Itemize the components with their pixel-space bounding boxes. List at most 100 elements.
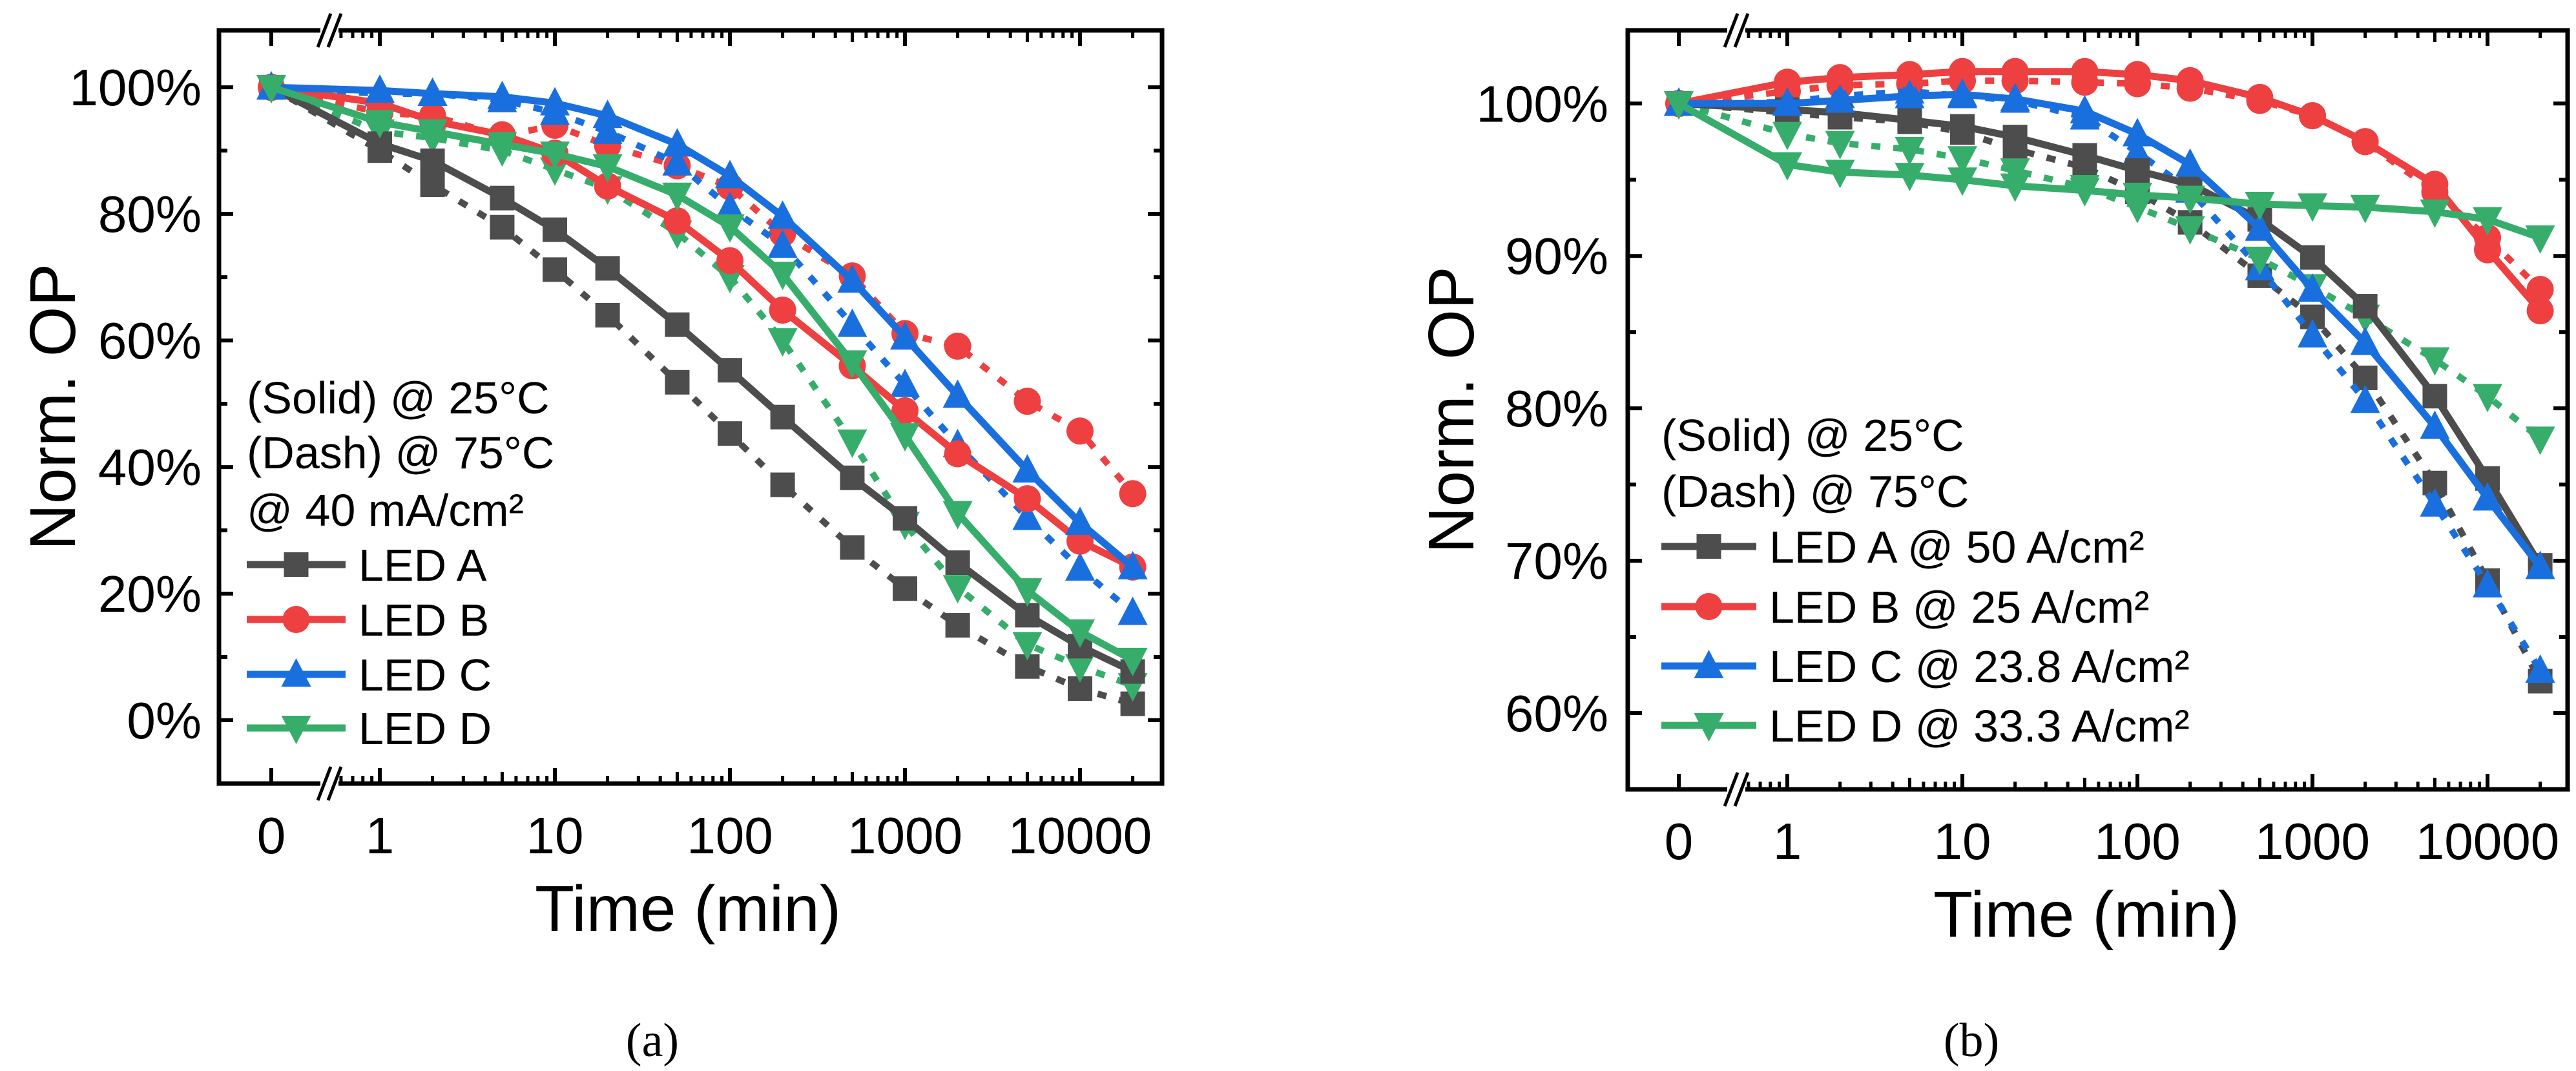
x-tick-label: 10000: [1008, 807, 1152, 864]
data-point: [2300, 245, 2325, 270]
data-point: [1013, 388, 1041, 415]
data-point: [417, 119, 448, 148]
data-point: [2001, 57, 2029, 85]
data-point: [1825, 160, 1855, 189]
series-line: [1678, 100, 2542, 442]
data-point: [487, 80, 517, 109]
data-point: [1664, 91, 1694, 120]
data-point: [540, 87, 570, 116]
legend-label: LED C @ 23.8 A/cm²: [1769, 641, 2190, 692]
legend-marker: [282, 606, 310, 633]
data-point: [1897, 108, 1922, 133]
series-led-d-solid: [256, 75, 1148, 676]
data-point: [1772, 87, 1803, 116]
data-point: [2070, 95, 2100, 124]
chart-b: 60% 70% 80% 90% 100% 0 1 10 100 1000 10000 Time (mi…: [1415, 13, 2570, 1067]
data-point: [2299, 102, 2327, 130]
data-point: [540, 141, 570, 171]
data-point: [2473, 207, 2503, 236]
data-point: [2351, 128, 2379, 156]
data-point: [2125, 158, 2150, 183]
data-point: [1949, 57, 1977, 85]
data-point: [2000, 173, 2030, 202]
data-point: [2175, 185, 2205, 214]
legend-label: LED D @ 33.3 A/cm²: [1769, 701, 2190, 751]
data-point: [2473, 568, 2503, 598]
y-tick-label: 80%: [1505, 380, 1608, 437]
x-tick-label: 10: [1934, 813, 1991, 870]
y-tick-label: 80%: [98, 185, 202, 243]
data-point: [2350, 326, 2380, 355]
legend: (Solid) @ 25°C(Dash) @ 75°C@ 40 mA/cm²LE…: [247, 373, 554, 754]
data-point: [893, 506, 918, 531]
legend-label: LED C: [358, 650, 492, 700]
legend-marker: [284, 552, 309, 577]
data-point: [1825, 84, 1855, 113]
data-point: [890, 368, 920, 397]
data-point: [365, 74, 395, 103]
data-point: [417, 77, 448, 106]
data-point: [2350, 194, 2380, 224]
data-point: [1774, 68, 1802, 96]
data-point: [890, 423, 920, 452]
data-point: [1896, 61, 1924, 88]
data-point: [942, 501, 973, 530]
data-point: [1117, 550, 1148, 579]
data-point: [1119, 480, 1147, 508]
data-point: [1895, 163, 1925, 192]
legend-item-led-c: LED C @ 23.8 A/cm²: [1661, 641, 2190, 692]
data-point: [2298, 318, 2328, 348]
data-point: [2525, 225, 2555, 254]
data-point: [592, 99, 623, 129]
data-point: [718, 421, 743, 446]
x-axis-title: Time (min): [535, 873, 841, 945]
legend-label: LED B: [358, 595, 489, 645]
y-tick-label: 40%: [98, 439, 202, 496]
data-point: [1772, 152, 1803, 181]
x-tick-label: 0: [257, 807, 286, 864]
data-point: [767, 200, 798, 229]
data-point: [1012, 578, 1043, 607]
data-point: [665, 369, 690, 395]
data-point: [1065, 619, 1096, 648]
data-point: [1012, 501, 1043, 530]
x-tick-label: 0: [1665, 813, 1694, 870]
data-point: [2071, 57, 2099, 85]
data-point: [2002, 125, 2028, 150]
series-line: [1678, 77, 2543, 292]
data-point: [1772, 121, 1803, 151]
data-point: [2350, 384, 2380, 413]
data-point: [1013, 485, 1041, 513]
y-tick-label: 70%: [1505, 532, 1608, 590]
data-point: [1948, 167, 1978, 196]
chart-a: 0% 20% 40% 60% 80% 100% 0 1 10 100 1000 10000 Time (…: [17, 13, 1165, 1067]
y-tick-label: 90%: [1505, 227, 1608, 285]
data-point: [767, 328, 798, 357]
data-point: [663, 207, 691, 234]
data-point: [2175, 216, 2205, 245]
legend-marker: [1696, 534, 1721, 559]
data-point: [2070, 178, 2100, 207]
data-point: [2525, 426, 2555, 455]
legend-item-led-c: LED C: [247, 650, 492, 700]
data-point: [1117, 647, 1148, 676]
data-point: [770, 472, 795, 497]
x-tick-label: 1: [366, 807, 395, 864]
legend-item-led-d: LED D @ 33.3 A/cm²: [1661, 701, 2190, 751]
data-point: [837, 429, 867, 458]
legend-marker: [281, 658, 311, 687]
data-point: [2353, 294, 2378, 319]
data-point: [2298, 273, 2328, 302]
data-point: [594, 172, 621, 200]
data-point: [2124, 61, 2152, 88]
panel-label: (b): [1944, 1014, 1999, 1067]
data-point: [942, 575, 973, 604]
data-point: [665, 312, 690, 337]
axis-break-bottom: [316, 766, 343, 801]
data-point: [891, 397, 919, 424]
data-point: [1065, 552, 1096, 581]
data-point: [543, 257, 568, 282]
data-point: [2245, 246, 2275, 275]
data-point: [1895, 79, 1925, 109]
